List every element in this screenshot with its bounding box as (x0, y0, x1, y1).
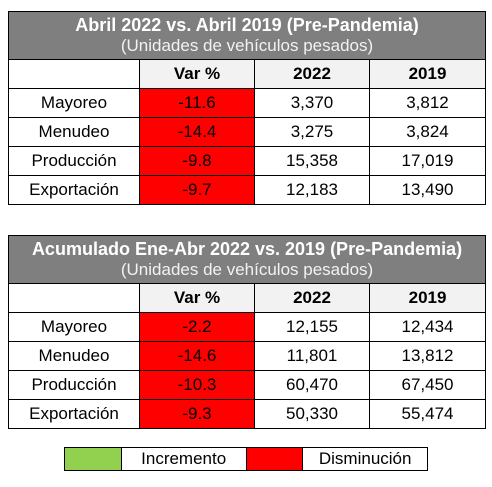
row-value-2022: 60,470 (254, 370, 370, 400)
table-acumulado-ene-abr: Acumulado Ene-Abr 2022 vs. 2019 (Pre-Pan… (7, 235, 487, 429)
row-label: Producción (8, 370, 140, 400)
header-2019: 2019 (368, 283, 487, 313)
row-var: -11.6 (139, 88, 255, 118)
table-row: Producción -9.8 15,358 17,019 (8, 146, 486, 176)
row-var: -9.8 (139, 146, 255, 176)
table-title-row: Acumulado Ene-Abr 2022 vs. 2019 (Pre-Pan… (7, 235, 487, 284)
table-row: Menudeo -14.6 11,801 13,812 (8, 341, 487, 371)
table-title: Abril 2022 vs. Abril 2019 (Pre-Pandemia) (75, 15, 419, 36)
header-blank (8, 59, 140, 89)
row-var: -10.3 (139, 370, 255, 400)
legend-label-decrease: Disminución (318, 449, 412, 468)
row-value-2019: 13,490 (369, 175, 486, 205)
row-var: -14.6 (139, 341, 255, 371)
table-row: Exportación -9.7 12,183 13,490 (8, 175, 486, 205)
row-value-2022: 12,183 (254, 175, 370, 205)
header-2019: 2019 (369, 59, 486, 89)
table-row: Producción -10.3 60,470 67,450 (8, 370, 487, 400)
table-row: Mayoreo -2.2 12,155 12,434 (8, 312, 487, 342)
legend-swatch-decrease (245, 448, 304, 470)
row-value-2019: 67,450 (368, 370, 487, 400)
row-label: Mayoreo (8, 312, 140, 342)
table-abril-2022-vs-2019: Abril 2022 vs. Abril 2019 (Pre-Pandemia)… (8, 11, 486, 205)
table-row: Exportación -9.3 50,330 55,474 (8, 399, 487, 429)
table-title: Acumulado Ene-Abr 2022 vs. 2019 (Pre-Pan… (31, 239, 463, 260)
row-label: Producción (8, 146, 140, 176)
row-value-2019: 17,019 (369, 146, 486, 176)
row-value-2022: 15,358 (254, 146, 370, 176)
row-label: Exportación (8, 175, 140, 205)
row-value-2019: 3,824 (369, 117, 486, 147)
legend: Incremento Disminución (64, 447, 428, 471)
row-value-2022: 3,275 (254, 117, 370, 147)
row-value-2022: 50,330 (254, 399, 370, 429)
table-title-cell: Acumulado Ene-Abr 2022 vs. 2019 (Pre-Pan… (7, 235, 487, 284)
header-row: Var % 2022 2019 (8, 283, 487, 313)
row-value-2022: 3,370 (254, 88, 370, 118)
row-label: Mayoreo (8, 88, 140, 118)
row-value-2019: 12,434 (368, 312, 487, 342)
row-value-2019: 3,812 (369, 88, 486, 118)
row-value-2019: 55,474 (368, 399, 487, 429)
table-row: Mayoreo -11.6 3,370 3,812 (8, 88, 486, 118)
row-var: -9.3 (139, 399, 255, 429)
table-subtitle: (Unidades de vehículos pesados) (120, 260, 374, 280)
row-value-2019: 13,812 (368, 341, 487, 371)
header-2022: 2022 (254, 283, 370, 313)
row-value-2022: 12,155 (254, 312, 370, 342)
row-label: Menudeo (8, 117, 140, 147)
row-var: -2.2 (139, 312, 255, 342)
legend-label-increase: Incremento (141, 449, 227, 468)
table-title-row: Abril 2022 vs. Abril 2019 (Pre-Pandemia)… (8, 11, 486, 60)
table-subtitle: (Unidades de vehículos pesados) (120, 36, 374, 56)
header-2022: 2022 (254, 59, 370, 89)
legend-swatch-increase (65, 448, 122, 470)
row-label: Menudeo (8, 341, 140, 371)
header-var: Var % (139, 59, 255, 89)
table-title-cell: Abril 2022 vs. Abril 2019 (Pre-Pandemia)… (8, 11, 486, 60)
row-var: -14.4 (139, 117, 255, 147)
header-var: Var % (139, 283, 255, 313)
table-row: Menudeo -14.4 3,275 3,824 (8, 117, 486, 147)
header-row: Var % 2022 2019 (8, 59, 486, 89)
row-value-2022: 11,801 (254, 341, 370, 371)
row-label: Exportación (8, 399, 140, 429)
row-var: -9.7 (139, 175, 255, 205)
header-blank (8, 283, 140, 313)
